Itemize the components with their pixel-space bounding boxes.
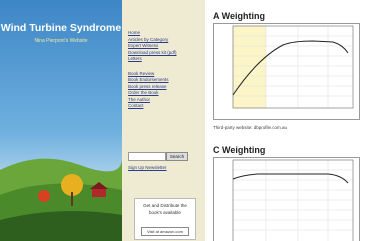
promo-button[interactable]: Visit at amazon.com [141, 227, 189, 236]
promo-text: Get and Distribute the book's available [138, 203, 192, 216]
search-input[interactable] [128, 152, 166, 161]
banner: Wind Turbine Syndrome Nina Pierpont's We… [0, 0, 122, 241]
search-button[interactable]: Search [166, 152, 188, 161]
landscape [0, 0, 122, 241]
chart-heading: A Weighting [213, 11, 265, 21]
page: Wind Turbine Syndrome Nina Pierpont's We… [0, 0, 373, 241]
chart-heading: C Weighting [213, 145, 265, 155]
chart-image [213, 23, 360, 120]
chart-caption: Third-party website: dbprofile.com.au [213, 125, 287, 130]
nav-link[interactable]: Contact [128, 103, 205, 110]
nav: Home Articles by Category Expert Witness… [122, 0, 205, 241]
promo-box: Get and Distribute the book's available … [134, 198, 196, 240]
chart-image [213, 157, 360, 241]
newsletter-link[interactable]: Sign Up Newsletter [128, 165, 167, 172]
